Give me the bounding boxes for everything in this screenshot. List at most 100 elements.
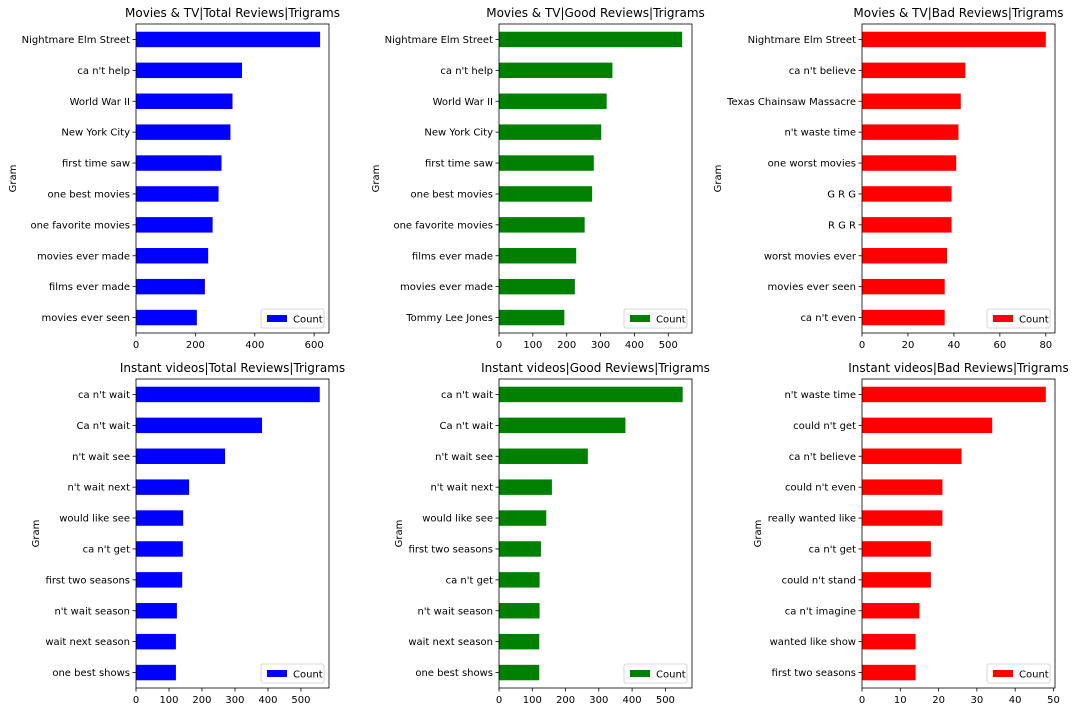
x-tick-label: 20 [902,340,915,351]
y-tick-label: ca n't believe [789,452,856,463]
y-tick-label: n't waste time [784,390,856,401]
y-tick-label: first two seasons [409,544,493,555]
bar [136,62,243,79]
axes-frame [135,378,330,689]
x-tick-label: 200 [557,340,576,351]
bar [136,309,197,326]
y-tick-label: ca n't wait [78,390,130,401]
bar [862,278,945,295]
y-tick-label: n't wait next [67,483,130,494]
legend-label: Count [656,670,686,681]
x-tick-label: 300 [591,340,610,351]
y-tick-label: New York City [424,128,493,139]
bar [499,155,594,171]
y-tick-label: films ever made [412,251,493,262]
y-tick-label: ca n't help [440,66,493,77]
x-tick-label: 400 [625,340,644,351]
legend-swatch [630,315,650,322]
y-tick-label: one best shows [52,668,130,679]
bar [136,479,190,495]
legend-box [986,663,1051,684]
legend-swatch [993,315,1013,322]
bar [499,603,540,619]
chart-panel-5: Instant videos|Good Reviews|Trigrams ca n… [394,361,710,706]
legend-label: Count [293,315,323,326]
x-tick-label: 0 [133,695,139,706]
bar [499,217,585,233]
axes-frame [861,23,1056,334]
y-tick-label: movies ever seen [768,282,856,293]
legend-label: Count [1019,315,1049,326]
x-tick-label: 30 [971,695,984,706]
chart-title: Instant videos|Good Reviews|Trigrams [481,361,710,375]
x-tick-label: 500 [291,695,310,706]
bar [862,155,957,171]
bar [862,62,966,79]
y-tick-label: Tommy Lee Jones [405,313,493,324]
bar [862,217,952,233]
x-tick-label: 600 [305,340,324,351]
legend-swatch [630,670,650,677]
y-tick-label: Ca n't wait [440,421,494,432]
bar [136,572,183,588]
x-tick-label: 300 [589,695,608,706]
chart-panel-2: Movies & TV|Good Reviews|Trigrams Nightma… [371,6,705,351]
bar [136,248,209,264]
bar [862,186,952,202]
bar [499,448,588,464]
legend-label: Count [656,315,686,326]
x-tick-label: 100 [523,695,542,706]
y-tick-label: Texas Chainsaw Massacre [726,97,856,108]
bar [499,541,541,557]
legend-box [260,663,325,684]
y-tick-label: worst movies ever [764,251,857,262]
y-axis-label: Gram [394,520,405,548]
y-tick-label: could n't even [785,483,856,494]
y-axis-label: Gram [713,165,724,193]
x-tick-label: 20 [932,695,945,706]
y-tick-label: Nightmare Elm Street [385,35,493,46]
y-axis-label: Gram [8,165,19,193]
axes-frame [498,23,693,334]
bar [499,417,626,434]
bar [499,664,540,681]
y-tick-label: n't wait see [435,452,493,463]
y-tick-label: n't wait next [430,483,493,494]
x-tick-label: 50 [1047,695,1060,706]
x-tick-label: 100 [523,340,542,351]
bar [499,248,577,264]
y-tick-label: ca n't get [83,544,130,555]
bar [499,572,540,588]
chart-panel-4: Instant videos|Total Reviews|Trigrams ca … [31,361,345,706]
bar [136,448,226,464]
y-tick-label: n't wait season [417,606,493,617]
y-tick-label: would like see [422,514,493,525]
bar [862,510,943,526]
bar [136,386,320,403]
bar [499,510,547,526]
bar [862,633,916,650]
chart-title: Movies & TV|Bad Reviews|Trigrams [853,6,1063,20]
bar [499,186,593,202]
axes-frame [861,378,1056,689]
legend: Count [623,308,688,329]
bar [862,417,993,434]
y-tick-label: n't waste time [784,128,856,139]
bar [136,186,219,202]
legend: Count [986,663,1051,684]
x-tick-label: 200 [186,340,205,351]
y-tick-label: Ca n't wait [77,421,131,432]
legend-box [623,308,688,329]
bar [499,633,540,650]
x-tick-label: 500 [659,340,678,351]
y-tick-label: wait next season [45,637,130,648]
bar [862,93,961,109]
y-tick-label: first two seasons [772,668,856,679]
y-tick-label: movies ever seen [42,313,130,324]
bar [862,572,931,588]
y-tick-label: first time saw [62,159,130,170]
y-tick-label: really wanted like [768,514,856,525]
axes-frame [135,23,330,334]
x-tick-label: 500 [656,695,675,706]
